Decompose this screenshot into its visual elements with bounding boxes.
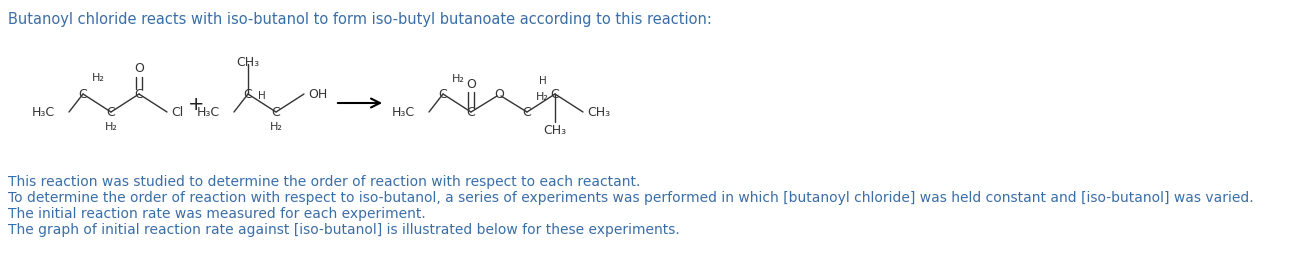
Text: OH: OH [308, 88, 328, 101]
Text: C: C [550, 88, 559, 101]
Text: Butanoyl chloride reacts with iso-butanol to form iso-butyl butanoate according : Butanoyl chloride reacts with iso-butano… [8, 12, 712, 27]
Text: H: H [539, 76, 546, 86]
Text: H₂: H₂ [269, 122, 282, 132]
Text: Cl: Cl [170, 105, 183, 118]
Text: To determine the order of reaction with respect to iso-butanol, a series of expe: To determine the order of reaction with … [8, 191, 1254, 205]
Text: O: O [466, 79, 476, 92]
Text: C: C [467, 105, 475, 118]
Text: C: C [523, 105, 531, 118]
Text: H₂: H₂ [451, 74, 464, 84]
Text: C: C [438, 88, 448, 101]
Text: CH₃: CH₃ [237, 56, 260, 69]
Text: H₂: H₂ [536, 92, 549, 102]
Text: O: O [494, 88, 503, 101]
Text: C: C [243, 88, 252, 101]
Text: H₂: H₂ [92, 73, 105, 83]
Text: C: C [272, 105, 281, 118]
Text: H₃C: H₃C [196, 105, 220, 118]
Text: H: H [258, 91, 265, 101]
Text: CH₃: CH₃ [587, 105, 610, 118]
Text: C: C [107, 105, 116, 118]
Text: The initial reaction rate was measured for each experiment.: The initial reaction rate was measured f… [8, 207, 425, 221]
Text: C: C [78, 88, 87, 101]
Text: The graph of initial reaction rate against [iso-butanol] is illustrated below fo: The graph of initial reaction rate again… [8, 223, 679, 237]
Text: H₂: H₂ [104, 122, 117, 132]
Text: CH₃: CH₃ [544, 124, 566, 137]
Text: C: C [134, 88, 143, 101]
Text: O: O [134, 63, 144, 76]
Text: H₃C: H₃C [392, 105, 415, 118]
Text: This reaction was studied to determine the order of reaction with respect to eac: This reaction was studied to determine t… [8, 175, 640, 189]
Text: +: + [187, 95, 204, 115]
Text: H₃C: H₃C [33, 105, 55, 118]
